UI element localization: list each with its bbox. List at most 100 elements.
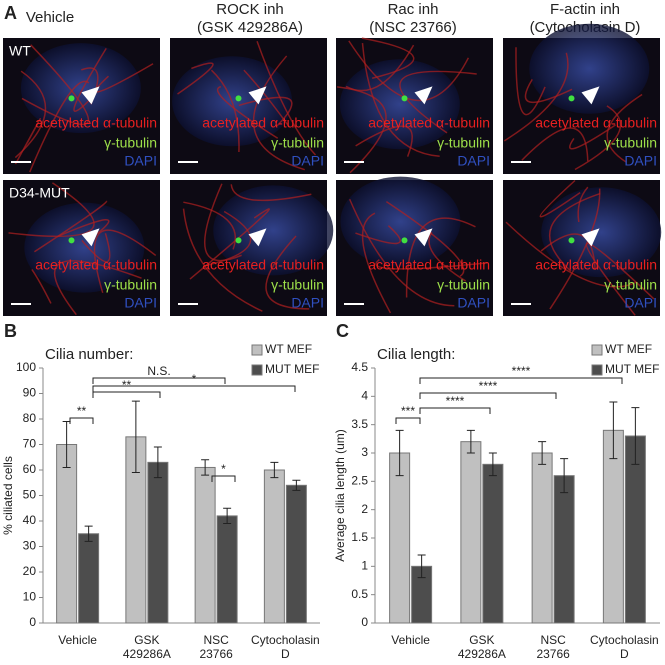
y-tick-label: 0.5 (351, 587, 368, 601)
microtubule (205, 210, 252, 267)
microtubule (606, 93, 643, 164)
microtubule (73, 48, 107, 112)
stain-label: acetylated α-tubulin (535, 115, 657, 131)
y-tick-label: 50 (23, 488, 37, 502)
bar (263, 469, 285, 624)
stain-label: γ-tubulin (271, 277, 324, 293)
significance-bracket (211, 475, 236, 482)
microtubule (210, 69, 240, 153)
significance-bracket (395, 417, 421, 424)
microtubule (243, 69, 290, 128)
microtubule (521, 127, 589, 162)
error-bar (395, 429, 404, 477)
bar (285, 484, 307, 624)
chart-title: Cilia length: (377, 346, 455, 363)
x-tick-label: GSK 429286A (123, 633, 171, 661)
significance-bracket (92, 385, 296, 392)
microtubule (399, 70, 477, 134)
y-tick-label: 70 (23, 437, 37, 451)
microtubule (93, 229, 157, 294)
microtubule (81, 233, 111, 263)
microtubule (348, 40, 470, 102)
microtubule (14, 118, 41, 165)
legend-swatch (251, 364, 263, 376)
significance-bracket (419, 392, 557, 399)
y-tick-label: 0 (361, 615, 368, 629)
microtubule (21, 44, 90, 126)
error-bar (488, 452, 497, 477)
stain-label: acetylated α-tubulin (35, 115, 157, 131)
significance-label: * (192, 372, 197, 386)
significance-label: ** (77, 404, 87, 418)
significance-label: **** (512, 364, 531, 378)
error-bar (417, 554, 426, 579)
centrosome (401, 95, 408, 102)
error-bar (270, 461, 279, 479)
microtubule (238, 96, 293, 127)
microtubule (548, 192, 601, 272)
stain-label: acetylated α-tubulin (35, 257, 157, 273)
y-tick-label: 60 (23, 462, 37, 476)
centrosome (68, 95, 75, 102)
microtubule (428, 231, 467, 282)
bar (194, 466, 216, 624)
error-bar (292, 479, 301, 491)
significance-bracket (92, 377, 226, 384)
x-tick-label: NSC 23766 (199, 633, 233, 661)
significance-label: * (221, 462, 226, 476)
arrowhead (248, 86, 267, 105)
microtubule (189, 208, 270, 280)
stain-label: DAPI (624, 153, 657, 169)
y-tick-label: 40 (23, 513, 37, 527)
legend-swatch (591, 364, 603, 376)
microtubule (177, 62, 214, 95)
microtubule (29, 80, 90, 173)
bar (553, 475, 575, 624)
significance-label: **** (479, 379, 498, 393)
stain-label: γ-tubulin (104, 135, 157, 151)
stain-label: γ-tubulin (604, 135, 657, 151)
microtubule (265, 235, 310, 310)
centrosome (401, 237, 408, 244)
microtubule (355, 125, 413, 157)
significance-bracket (419, 407, 491, 414)
legend-label: WT MEF (265, 342, 312, 356)
error-bar (223, 507, 232, 525)
significance-bracket (92, 391, 161, 398)
significance-label: ** (122, 378, 132, 392)
bar (78, 533, 100, 624)
significance-label: N.S. (147, 364, 170, 378)
stain-label: DAPI (124, 153, 157, 169)
stain-label: DAPI (624, 295, 657, 311)
chart-title: Cilia number: (45, 346, 133, 363)
stain-label: DAPI (457, 295, 490, 311)
microtubule (505, 221, 637, 288)
legend-label: MUT MEF (265, 362, 319, 376)
microtubule (230, 184, 312, 202)
bar (531, 452, 553, 624)
microtubule (345, 44, 415, 92)
y-axis-label: Average cilia length (um) (333, 429, 347, 562)
microtubule (361, 43, 440, 158)
arrowhead (414, 228, 433, 247)
column-title: ROCK inh (216, 1, 284, 18)
microtubule (252, 55, 305, 171)
y-tick-label: 3.5 (351, 417, 368, 431)
x-tick-label: Cytocholasin D (590, 633, 659, 661)
y-tick-label: 2 (361, 502, 368, 516)
stain-label: acetylated α-tubulin (202, 115, 324, 131)
centrosome (235, 237, 242, 244)
microtubule (375, 259, 488, 270)
microtubule (361, 212, 392, 314)
y-tick-label: 20 (23, 564, 37, 578)
stain-label: DAPI (291, 295, 324, 311)
bar (482, 463, 504, 624)
y-tick-label: 1.5 (351, 530, 368, 544)
error-bar (560, 458, 569, 494)
bar (147, 461, 169, 624)
stain-label: γ-tubulin (437, 135, 490, 151)
microtubule (569, 124, 616, 150)
bar (460, 441, 482, 624)
microtubule (216, 85, 279, 139)
row-label: D34-MUT (9, 185, 70, 201)
